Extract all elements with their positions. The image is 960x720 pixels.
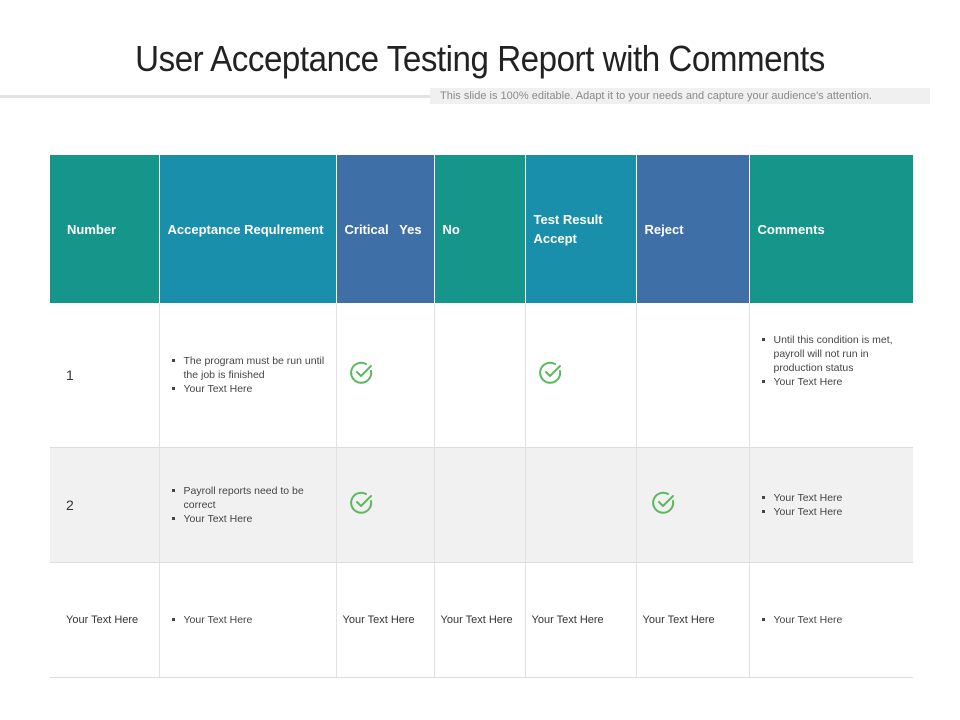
- subtitle-background: [430, 88, 930, 104]
- no-cell: [434, 303, 526, 448]
- accept-cell: [525, 447, 637, 563]
- comments-cell: Your Text Here: [749, 562, 913, 678]
- no-cell: [434, 447, 526, 563]
- requirement-bullet: Payroll reports need to be correct: [171, 484, 330, 512]
- table-row: Your Text Here Your Text Here Your Text …: [50, 562, 913, 678]
- header-comments: Comments: [749, 155, 913, 303]
- accept-cell: Your Text Here: [525, 562, 637, 678]
- critical-yes-cell: [336, 447, 435, 563]
- header-no: No: [434, 155, 526, 303]
- row-number: 1: [50, 303, 160, 448]
- uat-report-table: Number Acceptance Requlrement Critical Y…: [50, 155, 913, 678]
- requirement-bullet: Your Text Here: [171, 382, 330, 396]
- requirement-cell: Your Text Here: [159, 562, 337, 678]
- header-acceptance-requirement: Acceptance Requlrement: [159, 155, 337, 303]
- header-test-result-accept: Test Result Accept: [525, 155, 637, 303]
- accept-cell: [525, 303, 637, 448]
- comment-bullet: Your Text Here: [761, 375, 908, 389]
- comment-bullet: Your Text Here: [761, 613, 908, 627]
- checkmark-icon: [349, 490, 375, 520]
- header-critical-yes: Critical Yes: [336, 155, 435, 303]
- no-cell: Your Text Here: [434, 562, 526, 678]
- critical-yes-cell: [336, 303, 435, 448]
- slide-title: User Acceptance Testing Report with Comm…: [135, 38, 825, 79]
- checkmark-icon: [651, 490, 677, 520]
- critical-yes-cell: Your Text Here: [336, 562, 435, 678]
- comment-bullet: Until this condition is met, payroll wil…: [761, 333, 908, 375]
- comment-bullet: Your Text Here: [761, 491, 908, 505]
- requirement-cell: The program must be run until the job is…: [159, 303, 337, 448]
- checkmark-icon: [349, 360, 375, 390]
- requirement-cell: Payroll reports need to be correct Your …: [159, 447, 337, 563]
- row-number: 2: [50, 447, 160, 563]
- requirement-bullet: Your Text Here: [171, 613, 330, 627]
- table-header-row: Number Acceptance Requlrement Critical Y…: [50, 155, 913, 303]
- comments-cell: Until this condition is met, payroll wil…: [749, 303, 913, 448]
- header-number: Number: [50, 155, 160, 303]
- header-reject: Reject: [636, 155, 750, 303]
- reject-cell: [636, 447, 750, 563]
- checkmark-icon: [538, 360, 564, 390]
- slide-subtitle: This slide is 100% editable. Adapt it to…: [440, 90, 872, 102]
- comment-bullet: Your Text Here: [761, 505, 908, 519]
- row-number: Your Text Here: [50, 562, 160, 678]
- table-row: 1 The program must be run until the job …: [50, 303, 913, 448]
- comments-cell: Your Text Here Your Text Here: [749, 447, 913, 563]
- reject-cell: Your Text Here: [636, 562, 750, 678]
- requirement-bullet: The program must be run until the job is…: [171, 354, 330, 382]
- requirement-bullet: Your Text Here: [171, 512, 330, 526]
- table-row: 2 Payroll reports need to be correct You…: [50, 447, 913, 563]
- reject-cell: [636, 303, 750, 448]
